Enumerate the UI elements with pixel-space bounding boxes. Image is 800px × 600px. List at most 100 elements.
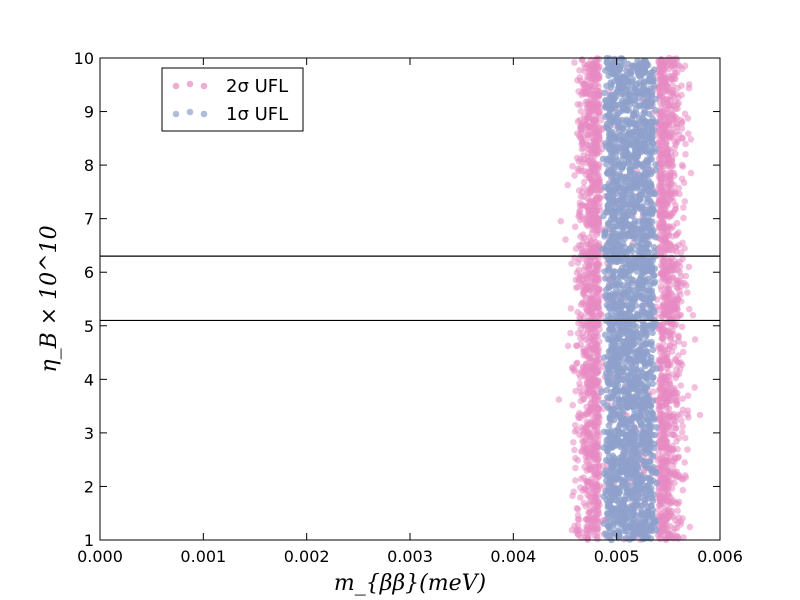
scatter-point xyxy=(628,78,636,86)
scatter-point xyxy=(571,172,578,179)
scatter-point xyxy=(661,120,669,128)
scatter-point xyxy=(584,482,592,489)
scatter-point xyxy=(659,335,666,342)
scatter-point xyxy=(612,399,619,407)
scatter-point xyxy=(600,399,607,407)
scatter-point xyxy=(659,327,666,335)
scatter-point xyxy=(574,457,582,464)
scatter-point xyxy=(644,249,652,256)
scatter-point xyxy=(632,471,640,478)
scatter-point xyxy=(674,507,681,515)
scatter-point xyxy=(679,486,687,494)
scatter-point xyxy=(622,492,630,499)
scatter-point xyxy=(644,195,651,203)
scatter-point xyxy=(572,464,579,472)
scatter-point xyxy=(643,384,651,391)
scatter-point xyxy=(614,223,622,230)
scatter-point xyxy=(666,331,673,339)
scatter-point xyxy=(622,424,629,432)
scatter-point xyxy=(606,122,614,130)
scatter-point xyxy=(582,305,590,312)
scatter-point xyxy=(676,287,683,295)
scatter-point xyxy=(636,288,643,296)
y-tick-label: 8 xyxy=(84,156,94,175)
scatter-point xyxy=(682,151,689,158)
scatter-point xyxy=(586,100,594,107)
scatter-point xyxy=(684,446,691,453)
scatter-point xyxy=(572,284,580,291)
scatter-point xyxy=(580,155,588,163)
scatter-point xyxy=(653,479,660,487)
scatter-point xyxy=(685,84,693,92)
scatter-point xyxy=(682,272,690,280)
scatter-point xyxy=(630,295,638,303)
scatter-point xyxy=(594,350,601,357)
legend-entry-1sigma: 1σ UFL xyxy=(172,104,288,125)
x-axis-ticks: 0.000 0.001 0.002 0.003 0.004 0.005 0.006 xyxy=(77,58,743,566)
scatter-point xyxy=(596,286,603,293)
scatter-point xyxy=(657,344,665,351)
scatter-point xyxy=(627,329,634,337)
scatter-point xyxy=(616,513,623,521)
scatter-point xyxy=(664,414,672,421)
y-tick-label: 3 xyxy=(84,424,94,443)
scatter-point xyxy=(577,494,584,501)
scatter-point xyxy=(601,268,609,275)
scatter-point xyxy=(593,427,600,435)
scatter-point xyxy=(605,201,613,209)
scatter-point xyxy=(572,477,579,484)
scatter-point xyxy=(573,426,580,434)
scatter-point xyxy=(639,163,647,171)
scatter-point xyxy=(646,475,654,482)
scatter-point xyxy=(616,288,624,296)
scatter-point xyxy=(596,501,603,509)
scatter-point xyxy=(585,284,592,291)
scatter-point xyxy=(575,88,582,95)
scatter-point xyxy=(640,352,648,359)
scatter-point xyxy=(663,303,670,311)
scatter-point xyxy=(642,362,649,370)
scatter-point xyxy=(645,486,653,493)
horizontal-reference-lines xyxy=(100,255,720,322)
scatter-point xyxy=(584,523,592,530)
scatter-point xyxy=(645,395,652,403)
scatter-point xyxy=(586,497,594,505)
scatter-point xyxy=(670,59,678,67)
scatter-point xyxy=(657,463,665,471)
scatter-point xyxy=(619,338,626,345)
scatter-point xyxy=(608,210,616,217)
scatter-point xyxy=(576,255,583,263)
scatter-point xyxy=(676,258,683,266)
legend-marker xyxy=(200,110,208,118)
x-tick-label: 0.006 xyxy=(697,547,743,566)
scatter-point xyxy=(662,114,669,122)
scatter-point xyxy=(662,140,670,147)
scatter-point xyxy=(591,470,598,478)
scatter-point xyxy=(591,440,599,447)
scatter-point xyxy=(602,143,610,150)
x-tick-label: 0.003 xyxy=(387,547,433,566)
scatter-point xyxy=(615,321,622,329)
scatter-point xyxy=(658,514,666,521)
scatter-point xyxy=(644,242,651,249)
scatter-point xyxy=(607,509,615,517)
legend-marker xyxy=(172,110,180,118)
y-tick-label: 4 xyxy=(84,370,94,389)
scatter-point xyxy=(576,211,583,218)
scatter-point xyxy=(580,178,588,186)
scatter-point xyxy=(616,204,624,212)
legend-marker xyxy=(186,80,194,88)
scatter-point xyxy=(575,187,583,194)
scatter-point xyxy=(677,382,685,389)
scatter-point xyxy=(617,268,625,276)
scatter-point xyxy=(648,261,655,269)
scatter-point xyxy=(576,199,584,207)
scatter-point xyxy=(624,292,632,299)
scatter-point xyxy=(640,433,648,441)
scatter-point xyxy=(660,210,668,218)
scatter-point xyxy=(630,322,638,329)
scatter-point xyxy=(674,279,682,286)
scatter-point xyxy=(668,132,676,140)
scatter-point xyxy=(658,187,666,195)
scatter-point xyxy=(637,440,645,448)
